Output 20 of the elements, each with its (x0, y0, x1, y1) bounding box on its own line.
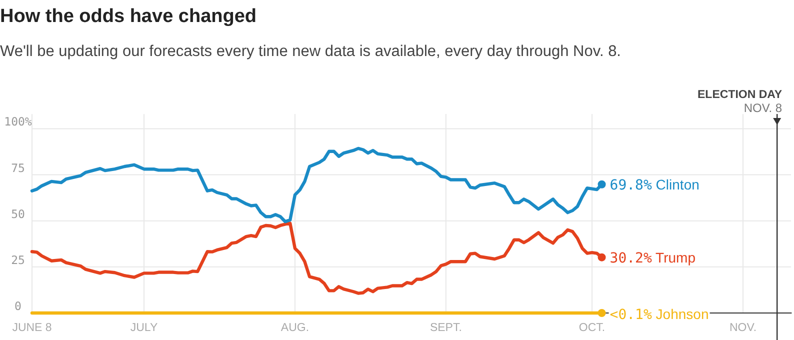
x-tick-label: AUG. (280, 322, 310, 334)
text: Johnson (652, 306, 709, 322)
x-tick-label: JULY (130, 322, 158, 334)
chart-subtitle: We'll be updating our forecasts every time new data is available, every day through Nov. 8. (0, 43, 621, 60)
data-label: <0.1% (610, 307, 652, 323)
x-tick-label: JUNE 8 (12, 322, 52, 334)
data-label: 69.8% (610, 177, 652, 194)
x-tick-label: NOV. (729, 322, 757, 334)
chart-title: How the odds have changed (0, 6, 257, 27)
x-tick-label: OCT. (578, 322, 606, 334)
y-tick-label: 75 (11, 160, 25, 175)
data-label: 30.2% (610, 250, 652, 266)
ref-line-label: ELECTION DAY NOV. 8 (698, 89, 782, 115)
y-tick-label: 25 (11, 252, 25, 267)
y-tick-label: 50 (11, 206, 25, 221)
text: Trump (652, 249, 696, 266)
y-tick-label: 0 (14, 299, 22, 313)
text: Clinton (652, 176, 700, 192)
x-tick-label: SEPT. (430, 322, 462, 334)
y-tick-label: 100% (4, 114, 32, 129)
